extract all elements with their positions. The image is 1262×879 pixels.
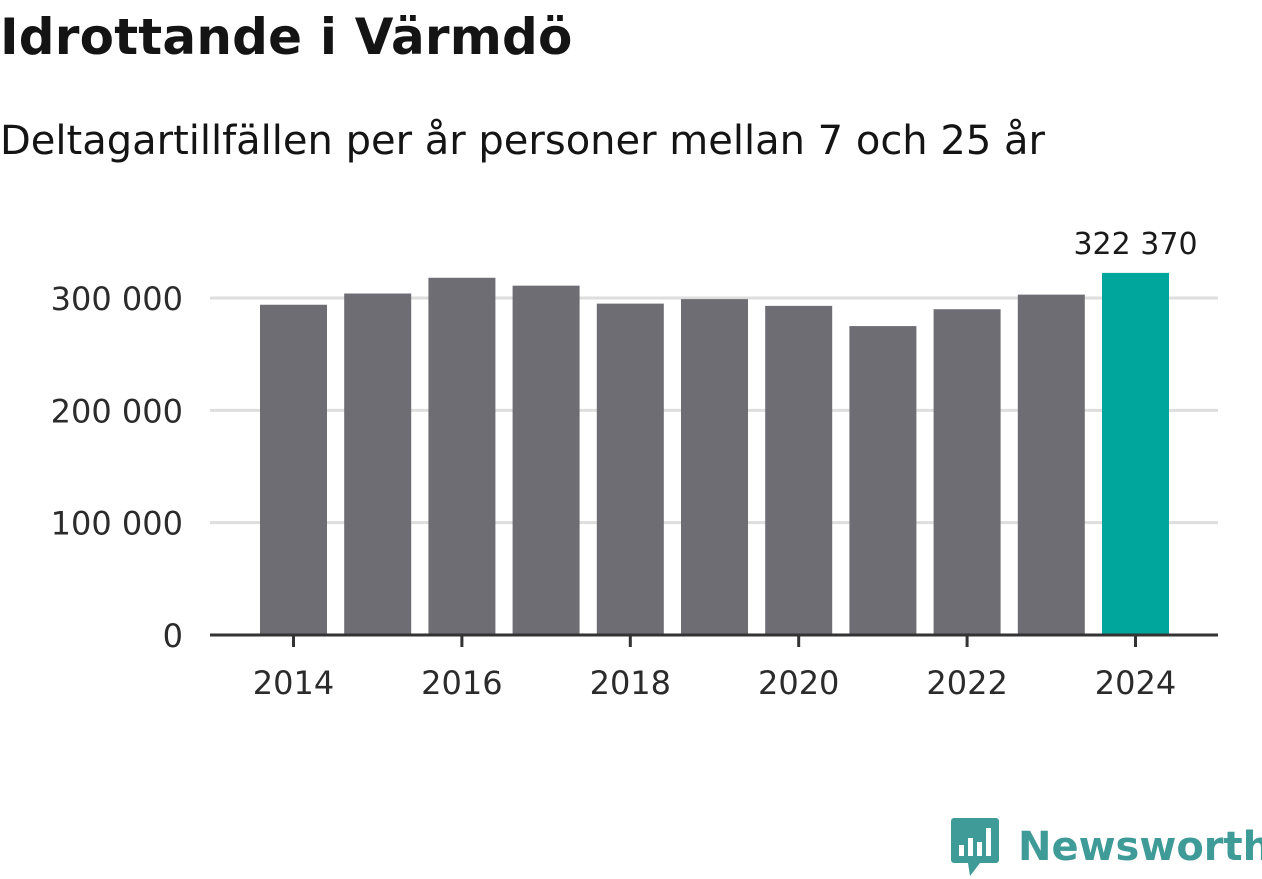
y-tick-label: 200 000: [51, 392, 183, 430]
bar-2020: [765, 305, 833, 635]
bar-2019: [681, 299, 748, 635]
x-tick-label: 2016: [421, 664, 502, 702]
axes: [210, 633, 1218, 647]
bar-2018: [596, 303, 664, 635]
bar-2023: [1017, 294, 1085, 635]
bar-2021: [849, 326, 917, 635]
chart-title: Idrottande i Värmdö: [0, 8, 573, 66]
y-tick-label: 100 000: [51, 505, 183, 543]
y-tick-label: 0: [163, 617, 183, 655]
x-tick-label: 2014: [253, 664, 334, 702]
bar-2016: [428, 277, 496, 635]
newsworthy-logo: Newsworthy: [950, 816, 1262, 878]
x-tick-label: 2024: [1095, 664, 1176, 702]
newsworthy-logo-icon: [951, 818, 999, 876]
x-tick-label: 2022: [926, 664, 1007, 702]
newsworthy-logo-text: Newsworthy: [1018, 824, 1262, 870]
bar-2022: [933, 309, 1001, 635]
y-tick-label: 300 000: [51, 280, 183, 318]
x-tick-label: 2020: [758, 664, 839, 702]
bars: [260, 272, 1169, 635]
chart-subtitle: Deltagartillfällen per år personer mella…: [0, 118, 1045, 164]
labels: 0 100 000 200 000 300 000 322 370 2014 2016 201…: [51, 227, 1198, 702]
bar-2014: [260, 304, 327, 635]
bar-2015: [344, 293, 412, 635]
bar-value-label: 322 370: [1073, 227, 1197, 262]
x-tick-label: 2018: [590, 664, 671, 702]
bar-2024: [1102, 272, 1169, 635]
bar-2017: [512, 285, 580, 635]
